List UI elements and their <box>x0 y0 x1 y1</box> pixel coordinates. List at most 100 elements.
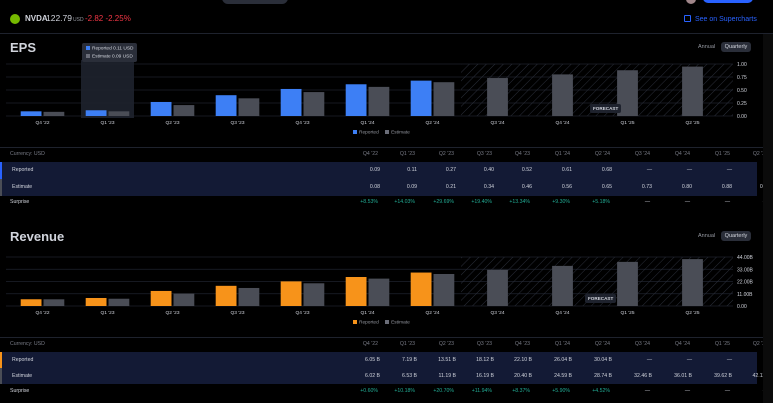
reported-bar[interactable] <box>20 111 42 116</box>
table-cell: 0.65 <box>601 184 612 190</box>
table-cell: Q2 '24 <box>594 341 610 347</box>
estimate-bar[interactable] <box>238 287 260 306</box>
estimate-bar[interactable] <box>682 259 703 306</box>
see-on-supercharts-link[interactable]: See on Supercharts <box>684 15 757 23</box>
table-cell: +19.40% <box>471 199 492 205</box>
table-cell: 0.68 <box>601 167 612 173</box>
estimate-bar[interactable] <box>43 299 65 306</box>
estimate-bar[interactable] <box>487 78 508 116</box>
right-scrollbar[interactable] <box>763 34 773 403</box>
estimate-bar[interactable] <box>552 265 573 306</box>
x-tick-label: Q1 '24 <box>361 310 375 316</box>
legend-estimate[interactable]: Estimate <box>391 320 410 326</box>
x-tick-label: Q4 '24 <box>556 310 570 316</box>
eps-tooltip: Reported 0.11 USD Estimate 0.09 USD <box>82 43 137 62</box>
reported-bar[interactable] <box>410 272 432 306</box>
ticker-symbol[interactable]: NVDA <box>25 14 48 23</box>
revenue-title: Revenue <box>10 229 65 244</box>
hover-highlight <box>81 60 134 118</box>
reported-bar[interactable] <box>280 281 302 306</box>
legend-reported[interactable]: Reported <box>359 130 379 136</box>
table-cell: +20.70% <box>433 388 454 394</box>
table-cell: +13.34% <box>509 199 530 205</box>
revenue-toggle-quarterly[interactable]: Quarterly <box>720 231 752 241</box>
reported-swatch-icon <box>86 46 90 50</box>
table-cell: +0.60% <box>360 388 378 394</box>
revenue-toggle-annual[interactable]: Annual <box>698 233 716 239</box>
table-cell: 42.11 B <box>752 373 771 379</box>
table-cell: 30.04 B <box>594 357 612 363</box>
table-cell: 6.53 B <box>402 373 417 379</box>
estimate-bar[interactable] <box>173 293 195 306</box>
eps-title: EPS <box>10 40 37 55</box>
y-tick-label: 33.00B <box>737 267 754 273</box>
legend-reported[interactable]: Reported <box>359 320 379 326</box>
estimate-bar[interactable] <box>433 82 455 116</box>
table-cell: Q4 '22 <box>362 341 378 347</box>
eps-toggle-annual[interactable]: Annual <box>698 44 716 50</box>
estimate-bar[interactable] <box>368 86 390 116</box>
eps-period-toggle: Annual Quarterly <box>694 42 752 52</box>
tooltip-reported-row: Reported 0.11 USD <box>86 46 134 52</box>
reported-bar[interactable] <box>215 95 237 116</box>
avatar[interactable] <box>686 0 696 4</box>
table-cell: — <box>646 167 652 173</box>
table-cell: Q1 '23 <box>399 151 415 157</box>
reported-label: Reported <box>12 357 34 363</box>
estimate-bar[interactable] <box>617 261 638 306</box>
table-cell: 0.56 <box>561 184 572 190</box>
eps-legend: Reported Estimate <box>353 130 410 136</box>
eps-toggle-quarterly[interactable]: Quarterly <box>720 42 752 52</box>
table-cell: 26.04 B <box>554 357 572 363</box>
reported-bar[interactable] <box>345 277 367 306</box>
table-cell: Q3 '24 <box>634 341 650 347</box>
table-header-row: Currency: USD Q4 '22 Q1 '23 Q2 '23 Q3 '23 Q4… <box>0 341 768 351</box>
estimate-bar[interactable] <box>682 66 703 116</box>
table-row-surprise: Surprise +0.60% +10.18% +20.70% +11.94% +8.3… <box>0 388 768 398</box>
table-cell: 0.40 <box>483 167 494 173</box>
reported-bar[interactable] <box>410 80 432 116</box>
table-cell: 22.10 B <box>514 357 532 363</box>
tooltip-estimate-text: Estimate 0.09 USD <box>92 54 133 60</box>
estimate-bar[interactable] <box>108 111 130 116</box>
chart-square-icon <box>684 15 691 22</box>
supercharts-link-label: See on Supercharts <box>695 16 757 23</box>
reported-bar[interactable] <box>20 299 42 306</box>
top-action-button[interactable] <box>703 0 753 3</box>
estimate-bar[interactable] <box>552 74 573 116</box>
reported-bar[interactable] <box>150 101 172 116</box>
table-cell: Q4 '24 <box>674 151 690 157</box>
estimate-bar[interactable] <box>108 298 130 306</box>
reported-bar[interactable] <box>345 84 367 116</box>
estimate-bar[interactable] <box>303 283 325 306</box>
estimate-bar[interactable] <box>433 273 455 306</box>
estimate-bar[interactable] <box>238 98 260 116</box>
table-cell: +5.18% <box>592 199 610 205</box>
x-tick-label: Q2 '25 <box>686 310 700 316</box>
reported-bar[interactable] <box>215 285 237 306</box>
estimate-bar[interactable] <box>487 269 508 306</box>
table-cell: 6.05 B <box>365 357 380 363</box>
top-search-pill[interactable] <box>222 0 288 4</box>
legend-estimate[interactable]: Estimate <box>391 130 410 136</box>
reported-bar[interactable] <box>150 290 172 306</box>
estimate-bar[interactable] <box>303 92 325 116</box>
estimate-bar[interactable] <box>173 105 195 116</box>
estimate-bar[interactable] <box>43 111 65 116</box>
table-header-row: Currency: USD Q4 '22 Q1 '23 Q2 '23 Q3 '23 Q4… <box>0 151 768 161</box>
x-tick-label: Q1 '23 <box>101 120 115 126</box>
y-tick-label: 1.00 <box>737 62 747 68</box>
reported-label: Reported <box>12 167 34 173</box>
table-cell: 0.73 <box>641 184 652 190</box>
reported-bar[interactable] <box>280 88 302 116</box>
currency-label: Currency: USD <box>10 151 45 157</box>
estimate-bar[interactable] <box>368 278 390 306</box>
symbol-header: NVDA 122.79USD -2.82 -2.25% See on Super… <box>0 0 773 34</box>
table-cell: 0.46 <box>521 184 532 190</box>
reported-bar[interactable] <box>85 297 107 306</box>
estimate-bar[interactable] <box>617 70 638 116</box>
table-cell: — <box>726 357 732 363</box>
eps-table-divider <box>0 147 773 148</box>
currency-label: Currency: USD <box>10 341 45 347</box>
reported-bar[interactable] <box>85 110 107 116</box>
